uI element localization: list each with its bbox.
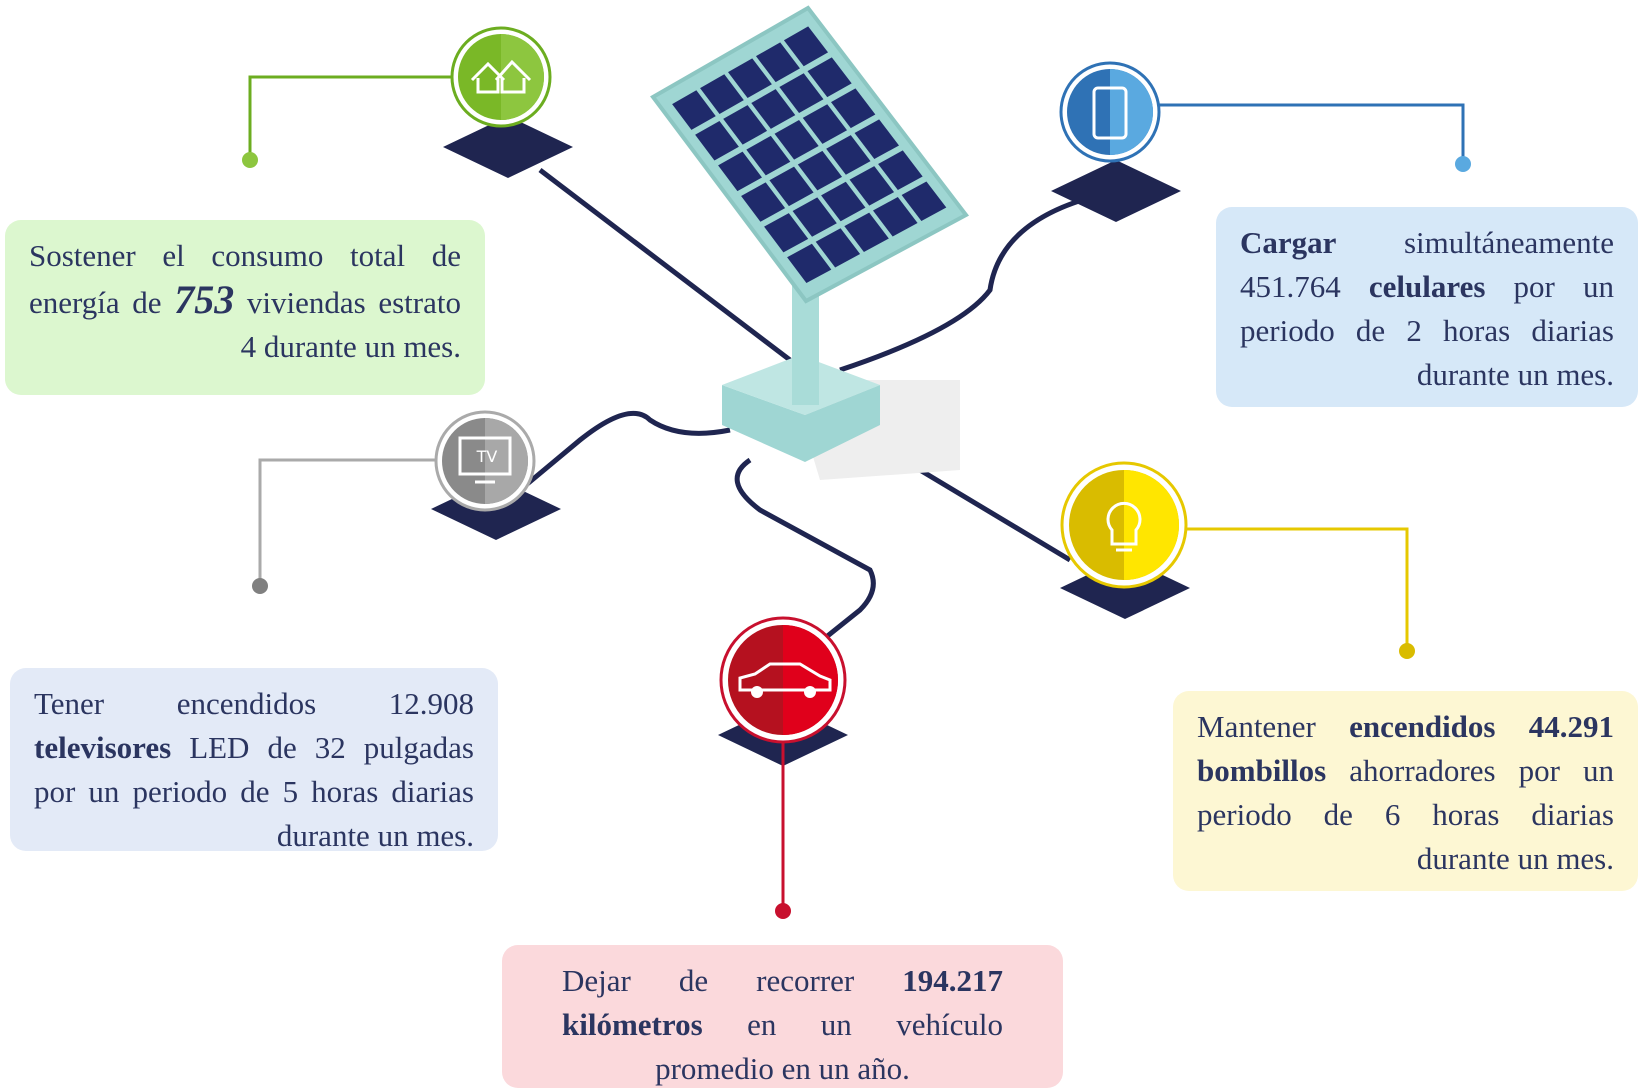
card-text: Tener encendidos 12.908 [34,686,474,721]
wheel [751,686,763,698]
card-houses: Sostener el consumo total de energía de … [5,220,485,395]
cable [520,413,730,490]
card-tv: Tener encendidos 12.908 televisores LED … [10,668,498,851]
dot [775,903,791,919]
solar-panel [653,8,966,480]
icon-tv: TV [436,412,534,510]
card-text: celulares [1369,269,1486,304]
icon-houses [452,28,550,126]
card-text: en un vehículo promedio en un año. [655,1007,1003,1086]
dot [242,152,258,168]
page: TV Sostener el consumo total de energía … [0,0,1646,1088]
dot [1399,643,1415,659]
icon-phone [1061,63,1159,161]
illustration: TV [0,0,1646,1088]
card-text: Mantener [1197,709,1349,744]
tv-label: TV [476,447,498,466]
card-text: viviendas estrato 4 durante un mes. [234,285,461,364]
icon-car [721,618,845,742]
wheel [804,686,816,698]
dot [252,578,268,594]
icon-bulb [1062,463,1186,587]
leader-line [250,77,455,160]
card-car: Dejar de recorrer 194.217 kilómetros en … [502,945,1063,1088]
leader-line [1187,529,1407,651]
leader-line [1155,105,1463,164]
card-text: televisores [34,730,171,765]
card-text: Cargar [1240,225,1336,260]
card-phones: Cargar simultáneamente 451.764 celulares… [1216,207,1638,407]
card-text: Dejar de recorrer [562,963,902,998]
card-bulbs: Mantener encendidos 44.291 bombillos aho… [1173,691,1638,891]
dot [1455,156,1471,172]
card-text: 753 [174,277,234,322]
leader-line [260,460,439,586]
pad [1051,160,1181,222]
